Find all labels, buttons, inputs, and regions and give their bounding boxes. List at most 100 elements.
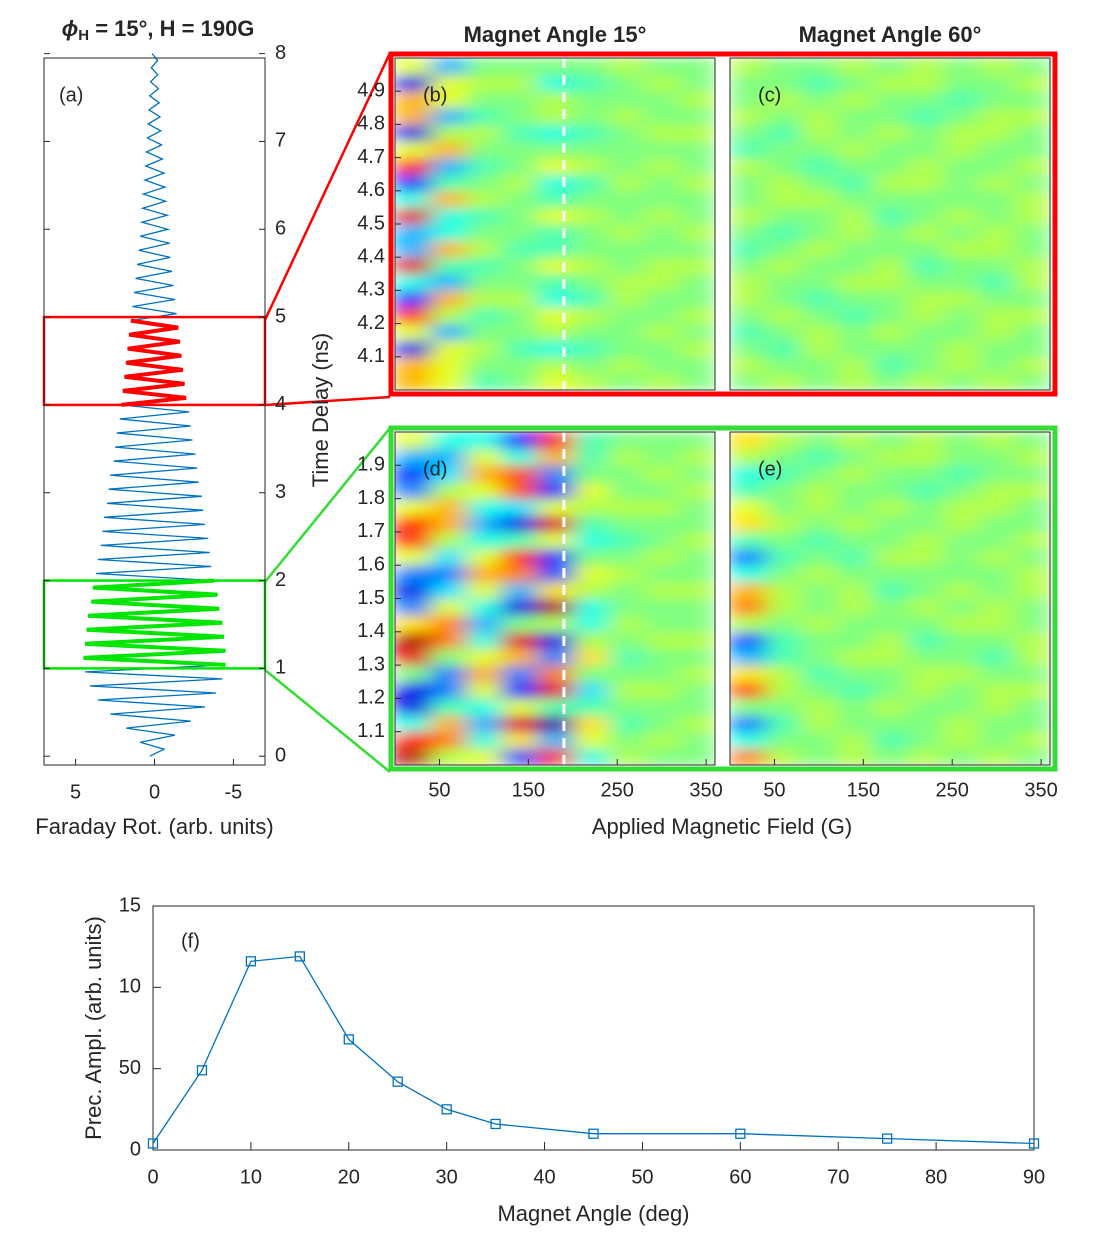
heat-cell (466, 107, 503, 125)
heat-cell (608, 481, 645, 500)
heat-cell (1014, 565, 1050, 583)
heat-cell (572, 91, 609, 109)
heat-cell (537, 681, 574, 699)
heat-cell (395, 565, 432, 583)
heat-cell (608, 340, 645, 358)
heat-cell (466, 290, 503, 308)
heat-cell (872, 432, 909, 450)
heat-cell (836, 207, 873, 225)
heat-cell (395, 631, 432, 649)
heat-cell (608, 598, 645, 616)
heat-cell (643, 91, 680, 109)
heat-cell (430, 665, 467, 683)
heat-cell (608, 224, 645, 242)
heat-cell (801, 498, 838, 516)
heat-cell (1014, 257, 1050, 275)
heat-cell (466, 257, 503, 275)
heat-cell (608, 290, 645, 308)
heat-cell (679, 498, 715, 516)
heat-cell (643, 665, 680, 683)
heat-cell (730, 340, 767, 358)
heat-cell (907, 157, 944, 175)
heat-cell (679, 648, 715, 666)
heat-cell (1014, 240, 1050, 258)
heat-cell (801, 665, 838, 683)
heat-cell (1014, 174, 1050, 192)
heat-cell (907, 273, 944, 291)
heat-cell (765, 432, 802, 450)
heat-cell (801, 565, 838, 583)
heat-cell (608, 207, 645, 225)
heat-cell (872, 681, 909, 699)
heat-cell (679, 307, 715, 325)
heat-cell (679, 340, 715, 358)
y-tick-label: 4 (275, 393, 286, 415)
heat-cell (907, 565, 944, 583)
heat-cell (501, 515, 538, 533)
heat-cell (679, 715, 715, 733)
y-tick-label: 3 (275, 481, 286, 503)
y-axis-label: Time Delay (ns) (308, 333, 333, 487)
panel-label: (d) (423, 458, 447, 480)
heat-cell (643, 323, 680, 341)
marker (735, 1128, 746, 1139)
marker (245, 956, 257, 967)
heat-cell (537, 648, 574, 666)
heat-cell (466, 748, 503, 765)
heat-cell (872, 648, 909, 666)
heat-cell (801, 257, 838, 275)
heat-cell (765, 498, 802, 516)
heat-cell (943, 157, 980, 175)
heat-cell (765, 224, 802, 242)
heat-cell (730, 240, 767, 258)
y-tick-label: 8 (275, 42, 286, 64)
heat-cell (943, 340, 980, 358)
heat-cell (765, 531, 802, 550)
heat-cell (801, 731, 838, 749)
heat-cell (765, 681, 802, 699)
heatmap (395, 432, 715, 765)
heat-cell (679, 107, 715, 125)
heat-cell (907, 107, 944, 125)
heat-cell (765, 465, 802, 483)
heat-cell (1014, 498, 1050, 516)
heat-cell (943, 240, 980, 258)
heat-cell (943, 307, 980, 325)
heat-cell (730, 531, 767, 550)
heat-cell (836, 174, 873, 192)
y-tick-label: 1.7 (357, 520, 385, 542)
heat-cell (1014, 58, 1050, 76)
heat-cell (907, 465, 944, 483)
heat-cell (978, 224, 1015, 242)
heat-cell (501, 273, 538, 291)
heat-cell (765, 548, 802, 566)
x-tick-label: 70 (827, 1166, 849, 1188)
heat-cell (679, 432, 715, 450)
heat-cell (608, 531, 645, 550)
heat-cell (679, 91, 715, 109)
heat-cell (572, 565, 609, 583)
heat-cell (395, 356, 432, 374)
heat-cell (572, 531, 609, 550)
x-tick-label: 0 (149, 781, 160, 803)
heat-cell (836, 531, 873, 550)
heat-cell (978, 565, 1015, 583)
heat-cell (978, 481, 1015, 500)
heat-cell (537, 373, 574, 390)
y-tick-label: 1.8 (357, 487, 385, 509)
heat-cell (537, 465, 574, 483)
heat-cell (643, 715, 680, 733)
panel-label: (f) (181, 930, 200, 952)
heat-cell (537, 548, 574, 566)
heat-cell (501, 157, 538, 175)
heat-cell (765, 481, 802, 500)
heat-cell (872, 157, 909, 175)
heat-cell (466, 124, 503, 142)
heat-cell (572, 515, 609, 533)
heat-cell (872, 665, 909, 683)
heat-cell (801, 74, 838, 92)
heat-cell (537, 207, 574, 225)
heat-cell (466, 465, 503, 483)
heat-cell (730, 598, 767, 616)
heat-cell (907, 174, 944, 192)
